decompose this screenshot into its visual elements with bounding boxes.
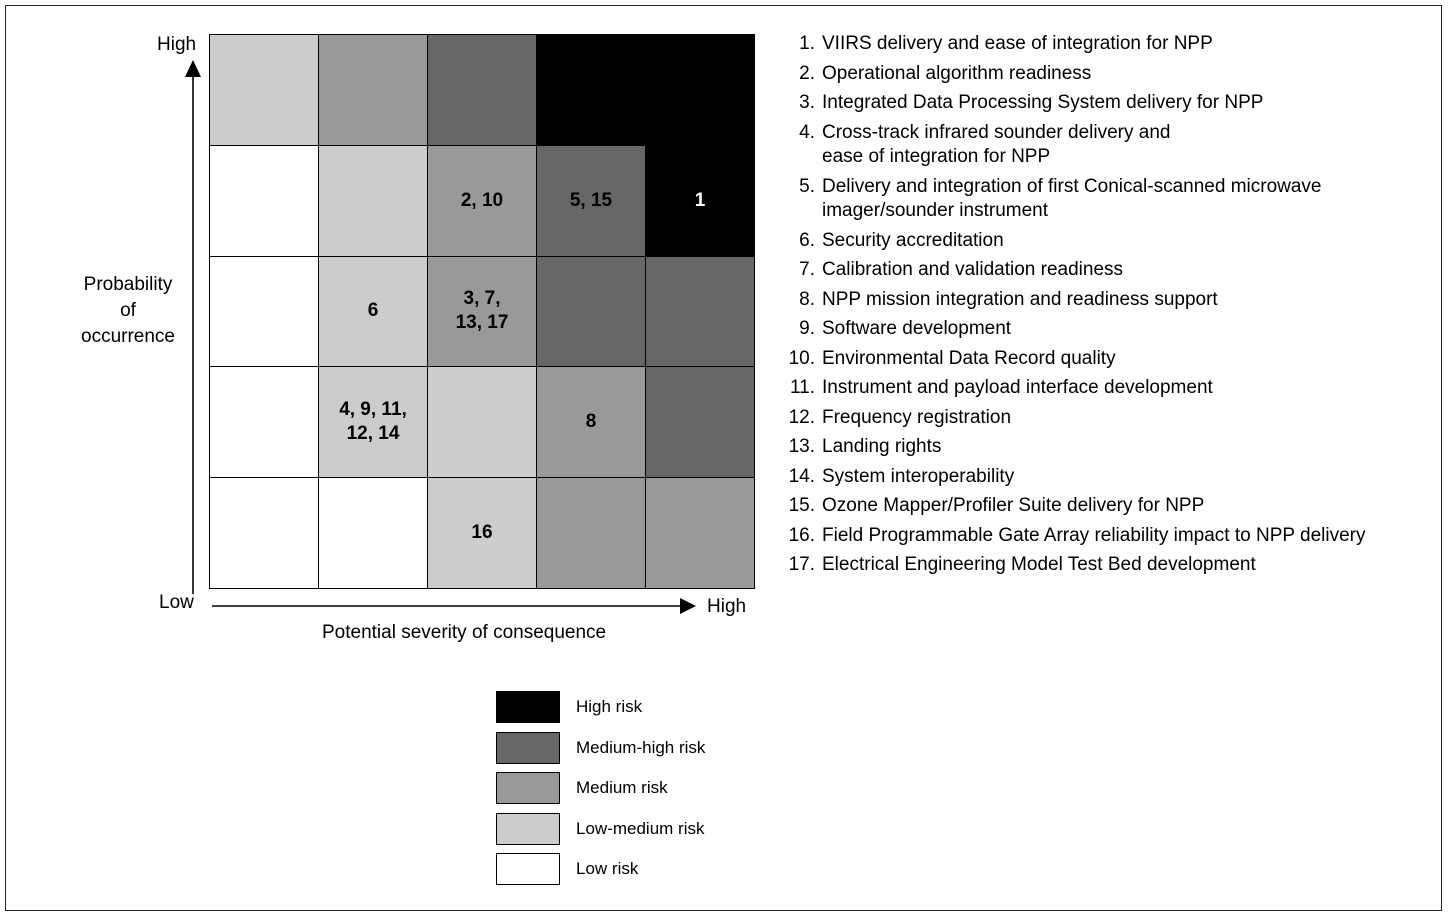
matrix-cell bbox=[645, 366, 755, 479]
risk-list-item: 9. Software development bbox=[777, 317, 1365, 341]
matrix-cell bbox=[318, 477, 428, 589]
risk-number: 11. bbox=[789, 377, 815, 398]
figure-frame bbox=[5, 5, 1442, 911]
risk-list: 1. VIIRS delivery and ease of integration… bbox=[777, 32, 1366, 583]
risk-text: Ozone Mapper/Profiler Suite delivery for… bbox=[822, 495, 1205, 516]
x-axis-title: Potential severity of consequence bbox=[322, 622, 607, 643]
risk-number: 3. bbox=[799, 92, 815, 113]
legend-swatch bbox=[496, 691, 560, 723]
legend-label: Low risk bbox=[576, 859, 639, 878]
matrix-cell bbox=[645, 477, 755, 589]
matrix-cell bbox=[536, 34, 646, 146]
risk-text: Landing rights bbox=[822, 436, 942, 457]
matrix-cell bbox=[318, 144, 428, 257]
legend-swatch bbox=[496, 853, 560, 885]
matrix-cell: 2, 10 bbox=[427, 144, 537, 257]
risk-number: 17. bbox=[788, 554, 815, 575]
matrix-cell: 3, 7, 13, 17 bbox=[427, 255, 537, 368]
matrix-cell: 5, 15 bbox=[536, 144, 646, 257]
matrix-cell bbox=[645, 34, 755, 146]
risk-list-item: 11. Instrument and payload interface deve… bbox=[777, 376, 1365, 400]
matrix-cell bbox=[645, 255, 755, 368]
risk-list-item: 12. Frequency registration bbox=[777, 406, 1365, 430]
risk-text: System interoperability bbox=[822, 465, 1015, 487]
legend-swatch bbox=[496, 812, 560, 845]
risk-text: Integrated Data Processing System delive… bbox=[822, 92, 1264, 113]
risk-number: 2. bbox=[799, 62, 815, 84]
risk-number: 13. bbox=[788, 436, 815, 457]
matrix-cell bbox=[427, 366, 537, 479]
risk-number: 9. bbox=[799, 318, 815, 339]
matrix-cell bbox=[209, 34, 319, 146]
y-axis-title: Probability of occurrence bbox=[81, 274, 175, 347]
legend-swatch bbox=[496, 731, 560, 764]
risk-number: 16. bbox=[788, 524, 815, 546]
risk-list-item: 2. Operational algorithm readiness bbox=[777, 62, 1365, 86]
matrix-cell bbox=[536, 255, 646, 368]
matrix-cell bbox=[536, 477, 646, 589]
risk-list-item: 10. Environmental Data Record quality bbox=[777, 347, 1365, 371]
risk-list-item: 14. System interoperability bbox=[777, 465, 1365, 489]
x-axis-high-label: High bbox=[707, 596, 747, 617]
risk-list-item: 4. Cross-track infrared sounder delivery … bbox=[777, 121, 1365, 169]
risk-number: 6. bbox=[799, 229, 815, 251]
matrix-cell bbox=[209, 255, 319, 368]
legend-label: Medium-high risk bbox=[576, 737, 706, 757]
risk-text: Security accreditation bbox=[822, 229, 1004, 251]
matrix-cell bbox=[427, 34, 537, 146]
y-axis-arrow bbox=[185, 60, 201, 594]
matrix-cell: 1 bbox=[645, 144, 755, 257]
risk-list-item: 6. Security accreditation bbox=[777, 229, 1365, 253]
risk-number: 15. bbox=[788, 495, 815, 516]
risk-number: 8. bbox=[799, 288, 815, 310]
matrix-cell bbox=[209, 144, 319, 257]
matrix-cell bbox=[318, 34, 428, 146]
risk-list-item: 16. Field Programmable Gate Array reliabi… bbox=[777, 524, 1366, 548]
risk-text: Electrical Engineering Model Test Bed de… bbox=[822, 554, 1256, 575]
risk-list-item: 7. Calibration and validation readiness bbox=[777, 258, 1365, 282]
x-axis-low-label: Low bbox=[159, 592, 194, 613]
risk-text: Calibration and validation readiness bbox=[822, 259, 1124, 280]
risk-list-item: 13. Landing rights bbox=[777, 435, 1365, 459]
matrix-cell: 8 bbox=[536, 366, 646, 479]
risk-list-item: 17. Electrical Engineering Model Test Bed… bbox=[777, 553, 1365, 577]
risk-text: Operational algorithm readiness bbox=[822, 62, 1092, 84]
risk-text: Field Programmable Gate Array reliabilit… bbox=[822, 524, 1366, 546]
risk-list-item: 8. NPP mission integration and readiness … bbox=[777, 288, 1365, 312]
matrix-cell: 16 bbox=[427, 477, 537, 589]
legend-label: Medium risk bbox=[576, 778, 668, 797]
matrix-cell bbox=[209, 366, 319, 479]
risk-number: 1. bbox=[799, 33, 815, 54]
matrix-cell bbox=[209, 477, 319, 589]
y-axis-high-label: High bbox=[157, 34, 197, 55]
legend-label: Low-medium risk bbox=[576, 818, 705, 838]
risk-list-item: 5. Delivery and integration of first Coni… bbox=[777, 175, 1365, 223]
risk-number: 4. bbox=[799, 121, 815, 143]
risk-list-item: 3. Integrated Data Processing System deli… bbox=[777, 91, 1365, 115]
risk-text: NPP mission integration and readiness su… bbox=[822, 288, 1218, 310]
risk-number: 12. bbox=[788, 406, 815, 428]
risk-number: 7. bbox=[799, 259, 815, 280]
risk-number: 10. bbox=[788, 347, 815, 369]
risk-text: VIIRS delivery and ease of integration f… bbox=[822, 33, 1213, 54]
matrix-cell: 6 bbox=[318, 255, 428, 368]
risk-number: 14. bbox=[788, 465, 815, 487]
risk-text: Frequency registration bbox=[822, 406, 1012, 428]
x-axis-arrow bbox=[212, 598, 696, 614]
risk-matrix: 2, 10 5, 15 1 6 3, 7, 13, 17 4, 9, 11, 12, 14… bbox=[209, 34, 755, 589]
risk-list-item: 1. VIIRS delivery and ease of integration… bbox=[777, 32, 1365, 56]
risk-text: Software development bbox=[822, 318, 1012, 339]
risk-text: Environmental Data Record quality bbox=[822, 347, 1116, 369]
risk-text: Instrument and payload interface develop… bbox=[822, 377, 1213, 398]
legend-label: High risk bbox=[576, 697, 643, 716]
risk-text: Delivery and integration of first Conica… bbox=[822, 175, 1322, 221]
matrix-cell: 4, 9, 11, 12, 14 bbox=[318, 366, 428, 479]
legend-swatch bbox=[496, 772, 560, 804]
risk-text: Cross-track infrared sounder delivery an… bbox=[822, 121, 1171, 167]
risk-number: 5. bbox=[799, 175, 815, 197]
risk-list-item: 15. Ozone Mapper/Profiler Suite delivery … bbox=[777, 494, 1365, 518]
